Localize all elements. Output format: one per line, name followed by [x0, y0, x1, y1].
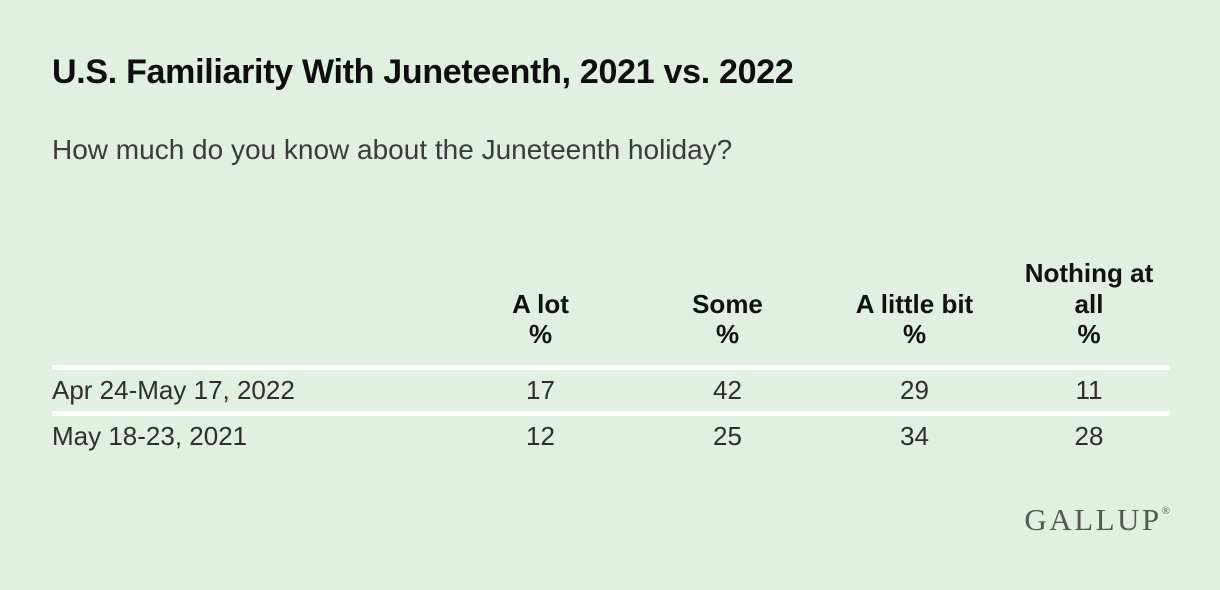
- registered-mark-icon: ®: [1161, 505, 1170, 517]
- column-header-unit: %: [715, 318, 740, 349]
- value-cell: 29: [821, 367, 1008, 416]
- gallup-logo-text: GALLUP: [1024, 502, 1162, 537]
- column-header-unit: %: [1077, 318, 1101, 349]
- column-header-label: A lot: [512, 288, 569, 319]
- table-row-2021: May 18-23, 2021 12 25 34 28: [52, 413, 1170, 457]
- column-header-a-little-bit: A little bit %: [821, 258, 1008, 370]
- column-header-unit: %: [902, 318, 927, 349]
- column-header-some: Some %: [634, 258, 821, 370]
- row-label: May 18-23, 2021: [52, 420, 248, 451]
- column-header-nothing-at-all: Nothing at all %: [1008, 258, 1170, 370]
- page-title: U.S. Familiarity With Juneteenth, 2021 v…: [52, 53, 794, 91]
- column-header-label: Some: [692, 288, 763, 319]
- header-spacer: [52, 258, 447, 370]
- familiarity-table: A lot % Some % A little bit % Nothing at…: [52, 258, 1170, 456]
- value-cell: 12: [526, 420, 555, 451]
- value-cell: 11: [1008, 367, 1170, 416]
- column-header-a-lot: A lot %: [447, 258, 634, 370]
- row-label: Apr 24-May 17, 2022: [52, 367, 447, 416]
- value-cell: 42: [634, 367, 821, 416]
- value-cell: 28: [1074, 420, 1104, 451]
- column-header-label: A little bit: [855, 288, 974, 319]
- value-cell: 25: [713, 420, 742, 451]
- value-cell: 17: [447, 367, 634, 416]
- column-header-label: Nothing at all: [1024, 258, 1154, 319]
- column-header-unit: %: [528, 318, 553, 349]
- table-row-2022: Apr 24-May 17, 2022 17 42 29 11: [52, 367, 1170, 416]
- gallup-logo: GALLUP®: [1024, 502, 1170, 538]
- table-header-row: A lot % Some % A little bit % Nothing at…: [52, 258, 1170, 370]
- value-cell: 34: [900, 420, 929, 451]
- survey-question: How much do you know about the Juneteent…: [52, 133, 733, 165]
